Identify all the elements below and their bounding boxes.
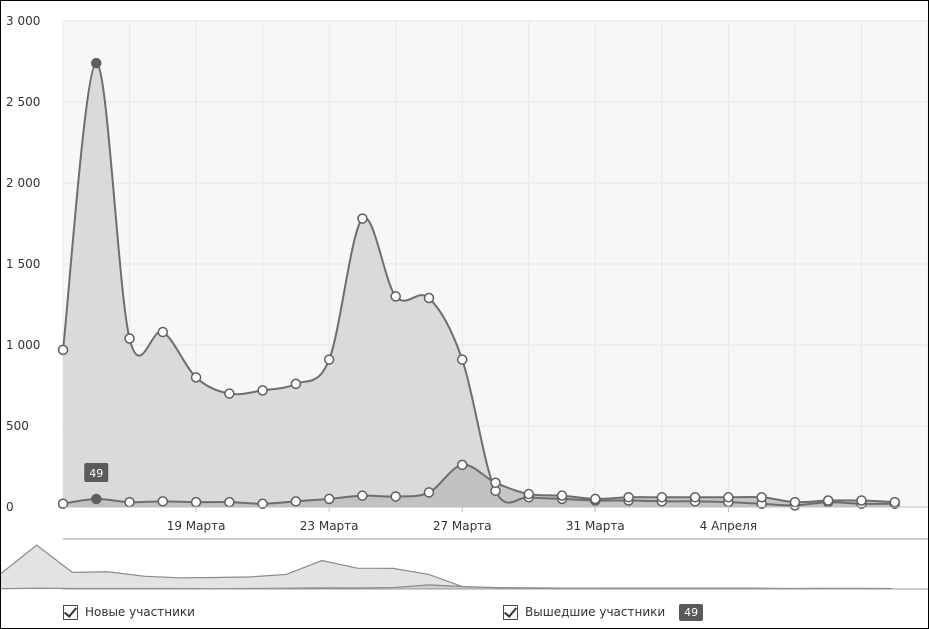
series-points	[57, 57, 900, 511]
data-point	[856, 495, 867, 506]
tooltip-box	[84, 463, 109, 483]
navigator-area	[1, 545, 893, 589]
tooltip: 49	[84, 463, 109, 483]
y-tick-label: 2 000	[6, 176, 40, 190]
data-point	[656, 492, 668, 503]
y-tick-label: 1 000	[6, 338, 40, 352]
data-point	[822, 495, 834, 506]
data-point	[357, 490, 368, 501]
data-point	[756, 492, 767, 503]
data-point	[91, 57, 102, 69]
legend-item-left-members[interactable]: Вышедшие участники 49	[503, 601, 704, 623]
navigator-area	[1, 584, 893, 589]
data-point	[723, 492, 734, 503]
check-icon	[503, 603, 518, 618]
data-point	[889, 496, 900, 508]
y-tick-label: 3 000	[6, 14, 40, 28]
series-area	[63, 464, 895, 507]
x-tick-label: 23 Марта	[300, 519, 359, 533]
data-point	[290, 496, 302, 507]
x-axis: 19 Марта 23 Марта 27 Марта 31 Марта 4 Апреля	[167, 507, 757, 533]
series-line	[62, 62, 895, 507]
y-tick-label: 500	[6, 419, 29, 433]
y-axis: 0 500 1 000 1 500 2 000 2 500 3 000	[6, 14, 40, 514]
data-point	[57, 498, 69, 510]
y-tick-label: 0	[6, 500, 14, 514]
y-tick-label: 2 500	[6, 95, 40, 109]
data-point	[789, 496, 801, 508]
y-tick-label: 1 500	[6, 257, 40, 271]
data-point	[456, 354, 468, 365]
data-point	[556, 490, 568, 501]
legend-label-new-members: Новые участники	[85, 605, 195, 619]
data-point	[390, 291, 401, 302]
data-point	[423, 292, 435, 304]
legend-label-left-members: Вышедшие участники	[525, 605, 666, 619]
x-tick-label: 4 Апреля	[700, 519, 757, 533]
data-point	[257, 385, 268, 396]
data-point	[523, 488, 535, 500]
data-point	[257, 498, 268, 510]
data-point	[190, 496, 202, 508]
data-point	[224, 388, 235, 399]
data-point	[124, 496, 135, 508]
data-point	[590, 493, 601, 505]
data-point	[157, 326, 169, 338]
tooltip-value: 49	[89, 467, 103, 480]
series-areas	[63, 63, 895, 507]
checkbox-left-members[interactable]	[503, 603, 518, 620]
x-tick-label: 19 Марта	[167, 519, 226, 533]
data-point	[423, 487, 435, 498]
data-point	[124, 333, 135, 344]
x-tick-label: 27 Марта	[433, 519, 492, 533]
data-point	[57, 344, 69, 356]
data-point	[357, 213, 368, 224]
data-point	[290, 378, 302, 390]
data-point	[323, 493, 335, 505]
checkbox-new-members[interactable]	[63, 603, 78, 620]
chart: 0 500 1 000 1 500 2 000 2 500 3 000 19 Марта 23…	[1, 14, 928, 590]
data-point	[490, 477, 501, 488]
x-tick-label: 31 Марта	[566, 519, 625, 533]
data-point	[224, 496, 235, 508]
data-point	[390, 491, 401, 502]
data-point	[456, 459, 468, 471]
data-point	[689, 492, 701, 503]
check-icon	[63, 603, 78, 618]
data-point	[157, 496, 169, 507]
legend-item-new-members[interactable]: Новые участники	[63, 601, 195, 623]
data-point	[623, 492, 634, 503]
data-point	[190, 372, 202, 383]
data-point	[91, 493, 102, 505]
data-point	[323, 354, 335, 365]
navigator[interactable]	[1, 544, 893, 590]
series-area	[63, 63, 895, 507]
legend-count-badge: 49	[679, 603, 704, 621]
